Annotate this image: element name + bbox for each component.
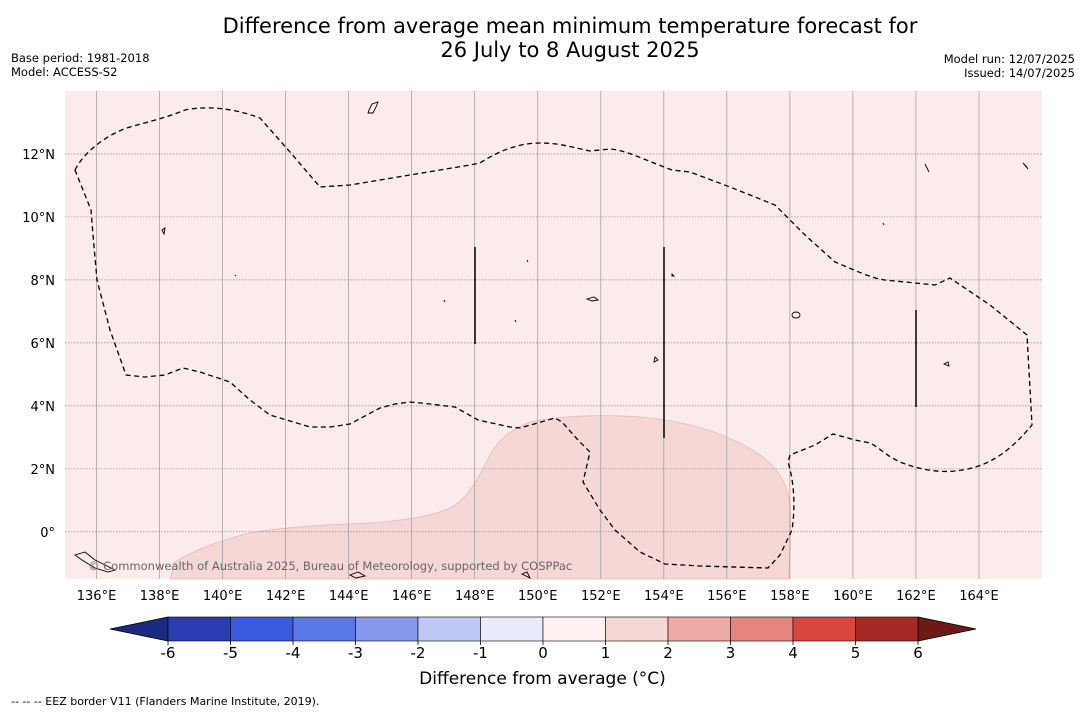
colorbar-labels: -6 -5 -4 -3 -2 -1 0 1 2 3 4 5 6 xyxy=(161,641,923,662)
model-run-text: Model run: 12/07/2025 xyxy=(943,52,1075,66)
colorbar-tick-label: -6 xyxy=(161,644,176,662)
lat-tick-label: 0° xyxy=(40,526,55,541)
footnote: -- -- -- EEZ border V11 (Flanders Marine… xyxy=(11,695,320,708)
colorbar-cell xyxy=(605,616,669,642)
colorbar-tick-label: -1 xyxy=(473,644,488,662)
island-east xyxy=(1022,162,1029,170)
islands xyxy=(73,101,1029,580)
island-pohnpei xyxy=(791,311,801,319)
colorbar-tick-label: -2 xyxy=(411,644,426,662)
island-c xyxy=(671,272,676,277)
colorbar-tick-label: 1 xyxy=(601,644,611,662)
colorbar-cell xyxy=(167,616,231,642)
colorbar-tick-label: -4 xyxy=(286,644,301,662)
lon-tick-label: 138°E xyxy=(140,589,180,604)
lon-tick-label: 136°E xyxy=(77,589,117,604)
lon-tick-label: 156°E xyxy=(707,589,747,604)
colorbar-tick-label: -5 xyxy=(223,644,238,662)
lat-tick-label: 8°N xyxy=(31,274,56,289)
lon-tick-label: 158°E xyxy=(770,589,810,604)
title-line-2: 26 July to 8 August 2025 xyxy=(440,38,700,62)
colorbar-low-extend xyxy=(109,616,169,642)
lon-tick-label: 152°E xyxy=(581,589,621,604)
issued-text: Issued: 14/07/2025 xyxy=(964,66,1075,80)
colorbar-cells xyxy=(109,616,977,642)
axis-tick-labels: 136°E 138°E 140°E 142°E 144°E 146°E 148°E 150°E… xyxy=(22,148,999,604)
lon-tick-label: 154°E xyxy=(644,589,684,604)
island-kapinga xyxy=(653,356,659,363)
colorbar-tick-label: 0 xyxy=(538,644,548,662)
island-chuuk xyxy=(585,296,600,302)
title-line-1: Difference from average mean minimum tem… xyxy=(222,14,918,38)
island-f xyxy=(443,299,446,303)
island-e xyxy=(882,222,885,226)
colorbar-tick-label: 3 xyxy=(726,644,736,662)
eez-border xyxy=(74,107,1033,569)
lon-tick-label: 144°E xyxy=(329,589,369,604)
colorbar-tick-label: -3 xyxy=(348,644,363,662)
chart-title: Difference from average mean minimum tem… xyxy=(0,14,1085,62)
island-bougainville xyxy=(520,571,532,580)
island-d xyxy=(514,319,517,323)
lat-tick-label: 4°N xyxy=(31,400,56,415)
colorbar-cell xyxy=(480,616,544,642)
colorbar-title: Difference from average (°C) xyxy=(419,669,666,689)
colorbar-tick-label: 4 xyxy=(788,644,798,662)
lon-tick-label: 146°E xyxy=(392,589,432,604)
lon-tick-label: 164°E xyxy=(959,589,999,604)
model-text: Model: ACCESS-S2 xyxy=(11,65,118,79)
colorbar-cell xyxy=(542,616,606,642)
lat-tick-label: 10°N xyxy=(22,211,55,226)
colorbar-cell xyxy=(230,616,294,642)
meta-left: Base period: 1981-2018 Model: ACCESS-S2 xyxy=(11,51,150,79)
island-north-png xyxy=(73,551,117,573)
colorbar-cell xyxy=(792,616,856,642)
lat-tick-label: 2°N xyxy=(31,463,56,478)
colorbar-tick-label: 2 xyxy=(663,644,673,662)
colorbar-cell xyxy=(855,616,919,642)
island-kosrae xyxy=(942,361,950,367)
lon-tick-label: 160°E xyxy=(833,589,873,604)
base-period-text: Base period: 1981-2018 xyxy=(11,51,150,65)
meta-right: Model run: 12/07/2025 Issued: 14/07/2025 xyxy=(944,52,1075,80)
lat-tick-label: 12°N xyxy=(22,148,55,163)
island-yap xyxy=(161,227,166,236)
island-ne xyxy=(924,163,930,173)
lon-tick-label: 148°E xyxy=(455,589,495,604)
colorbar-cell xyxy=(667,616,731,642)
lon-tick-label: 162°E xyxy=(896,589,936,604)
colorbar-cell xyxy=(355,616,419,642)
colorbar-cell xyxy=(730,616,794,642)
colorbar-cell xyxy=(417,616,481,642)
warm-anomaly-region xyxy=(169,415,792,580)
lon-tick-label: 142°E xyxy=(266,589,306,604)
colorbar-high-extend xyxy=(917,616,977,642)
copyright-text: © Commonwealth of Australia 2025, Bureau… xyxy=(88,559,572,573)
lat-tick-label: 6°N xyxy=(31,337,56,352)
colorbar-tick-label: 5 xyxy=(851,644,861,662)
lon-tick-label: 150°E xyxy=(518,589,558,604)
island-guam xyxy=(367,101,379,114)
island-b xyxy=(526,259,529,263)
island-manus xyxy=(348,571,367,579)
lon-tick-label: 140°E xyxy=(203,589,243,604)
colorbar-cell xyxy=(292,616,356,642)
colorbar-tick-label: 6 xyxy=(913,644,923,662)
island-a xyxy=(234,274,237,277)
